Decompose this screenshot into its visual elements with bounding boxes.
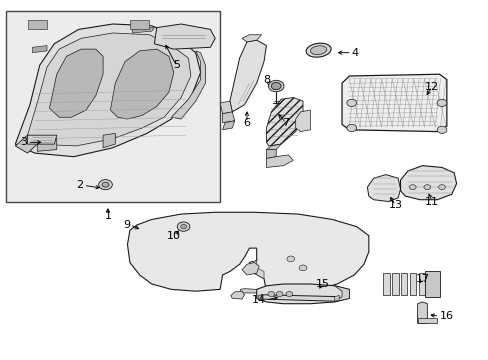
Circle shape [436, 126, 446, 134]
Polygon shape [230, 291, 244, 299]
Polygon shape [222, 112, 234, 123]
Polygon shape [171, 51, 205, 119]
Polygon shape [266, 144, 281, 149]
Circle shape [177, 222, 189, 231]
Polygon shape [130, 21, 149, 30]
Circle shape [408, 185, 415, 190]
Circle shape [285, 292, 292, 297]
Polygon shape [424, 271, 439, 297]
Text: 9: 9 [122, 220, 130, 230]
Polygon shape [229, 40, 266, 112]
FancyBboxPatch shape [5, 12, 220, 202]
Polygon shape [222, 121, 234, 130]
Polygon shape [103, 134, 115, 148]
Text: 2: 2 [76, 180, 83, 190]
Text: 5: 5 [172, 60, 180, 70]
Circle shape [276, 292, 283, 297]
Polygon shape [258, 295, 261, 300]
Polygon shape [383, 273, 389, 295]
Text: 6: 6 [243, 118, 250, 128]
Circle shape [268, 80, 284, 92]
Polygon shape [341, 74, 446, 132]
Polygon shape [154, 24, 215, 49]
Polygon shape [266, 149, 276, 158]
Text: 14: 14 [252, 295, 266, 305]
Text: 7: 7 [282, 118, 289, 128]
Polygon shape [258, 295, 336, 301]
Circle shape [436, 99, 446, 107]
Circle shape [423, 185, 430, 190]
Polygon shape [127, 212, 368, 291]
Ellipse shape [310, 46, 326, 55]
Text: 11: 11 [425, 197, 438, 207]
Polygon shape [37, 139, 57, 151]
Polygon shape [266, 98, 303, 146]
Polygon shape [249, 261, 264, 279]
Polygon shape [220, 101, 232, 114]
Text: 13: 13 [388, 200, 402, 210]
Polygon shape [27, 33, 190, 146]
Circle shape [102, 182, 109, 187]
Polygon shape [15, 24, 200, 157]
Polygon shape [295, 110, 310, 132]
Polygon shape [418, 273, 424, 295]
Polygon shape [15, 135, 37, 153]
Polygon shape [256, 284, 348, 304]
Ellipse shape [305, 43, 330, 57]
Polygon shape [242, 262, 259, 275]
Circle shape [346, 99, 356, 107]
Polygon shape [239, 289, 256, 293]
Text: 10: 10 [166, 231, 181, 240]
Polygon shape [334, 286, 348, 302]
Text: 8: 8 [263, 75, 269, 85]
Polygon shape [49, 49, 103, 117]
Circle shape [180, 225, 186, 229]
Polygon shape [417, 302, 427, 323]
Circle shape [438, 185, 445, 190]
Circle shape [299, 265, 306, 271]
Polygon shape [400, 166, 456, 200]
Text: 15: 15 [315, 279, 329, 289]
Polygon shape [400, 273, 407, 295]
Polygon shape [110, 49, 173, 119]
Polygon shape [132, 28, 154, 33]
Polygon shape [417, 318, 436, 323]
Polygon shape [334, 296, 339, 301]
Circle shape [99, 180, 112, 190]
Text: 4: 4 [351, 48, 358, 58]
Polygon shape [391, 273, 398, 295]
Text: 3: 3 [20, 138, 27, 147]
Text: 16: 16 [439, 311, 452, 321]
Polygon shape [242, 35, 261, 42]
Circle shape [286, 256, 294, 262]
Polygon shape [27, 21, 47, 30]
Polygon shape [266, 155, 293, 167]
Circle shape [346, 125, 356, 132]
Text: 1: 1 [104, 211, 111, 221]
Polygon shape [366, 175, 400, 202]
Polygon shape [27, 135, 57, 144]
Circle shape [267, 292, 274, 297]
Text: 17: 17 [415, 274, 428, 284]
Polygon shape [32, 45, 47, 53]
Circle shape [271, 82, 281, 90]
Polygon shape [409, 273, 415, 295]
Text: 12: 12 [424, 82, 438, 92]
